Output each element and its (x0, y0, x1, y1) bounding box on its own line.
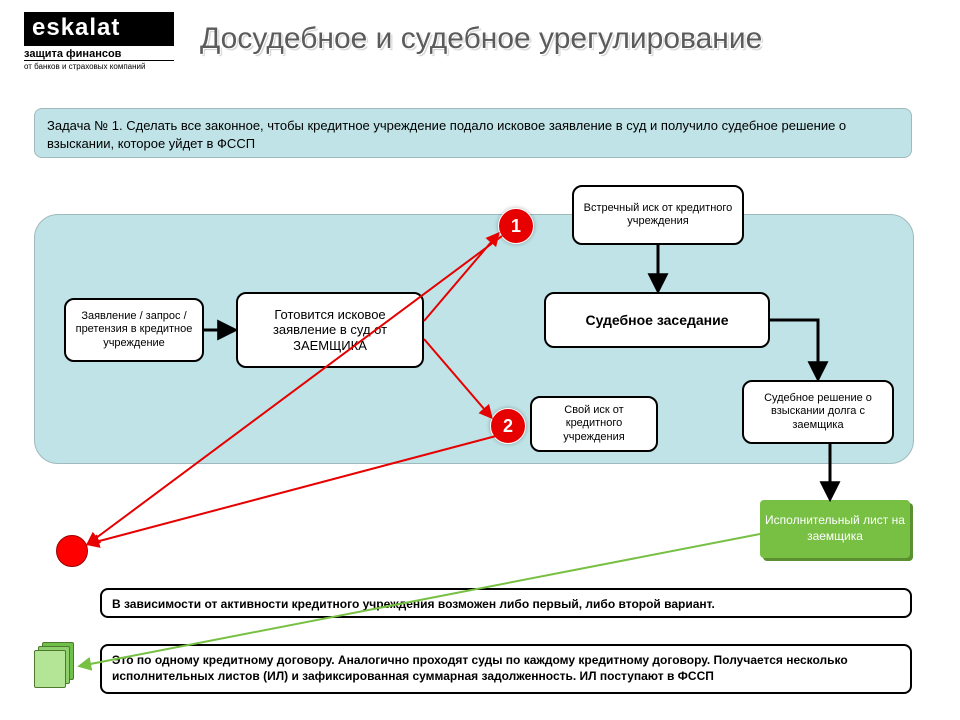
node-own-claim: Свой иск от кредитного учреждения (530, 396, 658, 452)
node-prepare-claim: Готовится исковое заявление в суд от ЗАЕ… (236, 292, 424, 368)
node-counter-claim-label: Встречный иск от кредитного учреждения (580, 202, 736, 228)
logo-sub2: от банков и страховых компаний (24, 60, 174, 71)
logo-brand: eskalat (24, 12, 174, 46)
logo-sub1: защита финансов (24, 48, 174, 60)
task-banner-text: Задача № 1. Сделать все законное, чтобы … (47, 118, 846, 151)
marker-1: 1 (498, 208, 534, 244)
note-multiple-contracts-text: Это по одному кредитному договору. Анало… (112, 653, 848, 683)
page-title: Досудебное и судебное урегулирование (200, 22, 762, 56)
note-variants-text: В зависимости от активности кредитного у… (112, 597, 715, 611)
task-banner: Задача № 1. Сделать все законное, чтобы … (34, 108, 912, 158)
marker-1-label: 1 (511, 216, 521, 237)
node-court-decision-label: Судебное решение о взыскании долга с зае… (750, 392, 886, 432)
marker-2: 2 (490, 408, 526, 444)
node-application-label: Заявление / запрос / претензия в кредитн… (72, 310, 196, 350)
node-court-decision: Судебное решение о взыскании долга с зае… (742, 380, 894, 444)
logo: eskalat защита финансов от банков и стра… (24, 12, 174, 71)
note-multiple-contracts: Это по одному кредитному договору. Анало… (100, 644, 912, 694)
node-own-claim-label: Свой иск от кредитного учреждения (538, 404, 650, 444)
node-counter-claim: Встречный иск от кредитного учреждения (572, 185, 744, 245)
node-execution-sheet: Исполнительный лист на заемщика (760, 500, 910, 558)
node-prepare-claim-label: Готовится исковое заявление в суд от ЗАЕ… (244, 307, 416, 354)
note-variants: В зависимости от активности кредитного у… (100, 588, 912, 618)
red-dot (56, 535, 88, 567)
documents-icon (34, 642, 74, 690)
node-court-session: Судебное заседание (544, 292, 770, 348)
node-court-session-label: Судебное заседание (585, 312, 728, 329)
node-application: Заявление / запрос / претензия в кредитн… (64, 298, 204, 362)
marker-2-label: 2 (503, 416, 513, 437)
node-execution-sheet-label: Исполнительный лист на заемщика (760, 513, 910, 544)
